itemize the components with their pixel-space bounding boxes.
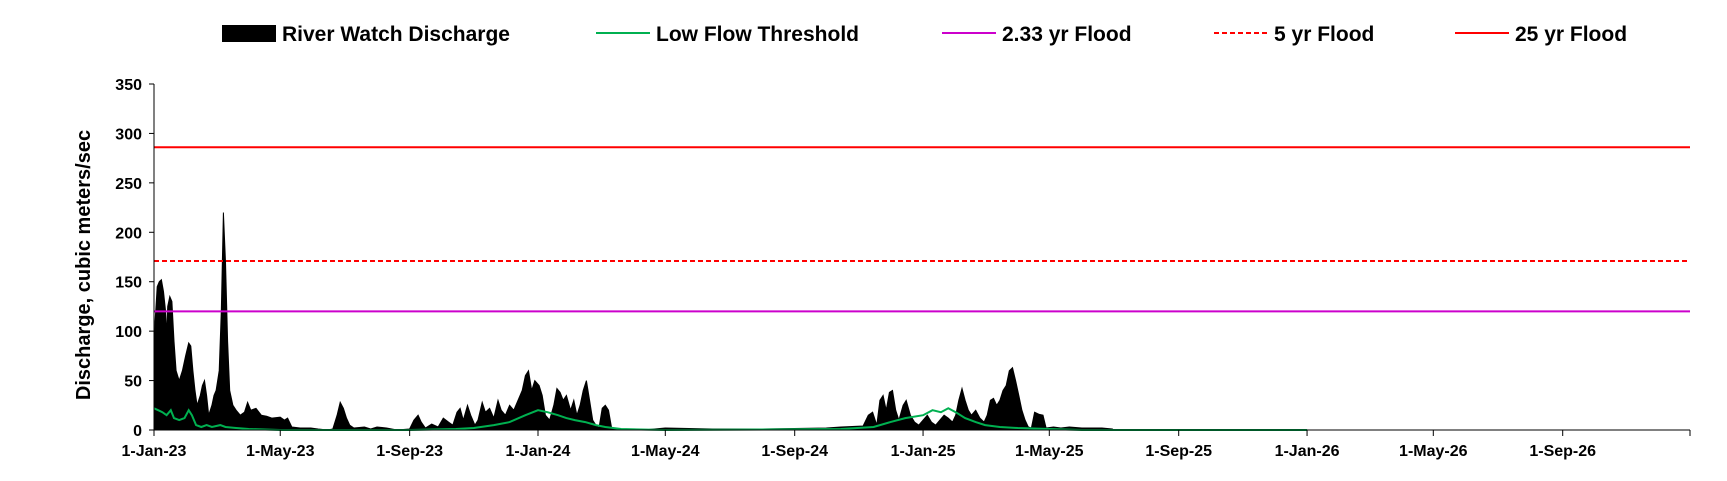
legend-label-low-flow: Low Flow Threshold — [656, 23, 859, 46]
legend-item-2-33-yr-flood: 2.33 yr Flood — [942, 23, 1132, 46]
x-tick-label: 1-Sep-26 — [1529, 443, 1596, 460]
y-axis-title: Discharge, cubic meters/sec — [73, 130, 95, 400]
y-tick-label: 150 — [115, 275, 142, 292]
y-tick-label: 300 — [115, 126, 142, 143]
y-tick-label: 100 — [115, 324, 142, 341]
x-tick-label: 1-May-23 — [246, 443, 315, 460]
legend-item-discharge: River Watch Discharge — [222, 23, 510, 46]
y-tick-label: 0 — [133, 423, 142, 440]
x-tick-label: 1-May-24 — [631, 443, 700, 460]
x-tick-label: 1-Sep-25 — [1145, 443, 1212, 460]
plot-area: 0 50 100 150 200 250 300 350 1-Jan-23 1-May-23 1-S… — [115, 77, 1691, 460]
y-tick-label: 50 — [124, 374, 142, 391]
legend-item-5-yr-flood: 5 yr Flood — [1214, 23, 1374, 46]
x-tick-label: 1-Jan-25 — [891, 443, 956, 460]
legend-label-2-33-yr-flood: 2.33 yr Flood — [1002, 23, 1132, 46]
legend-label-25-yr-flood: 25 yr Flood — [1515, 23, 1627, 46]
y-tick-label: 350 — [115, 77, 142, 94]
legend-label-5-yr-flood: 5 yr Flood — [1274, 23, 1374, 46]
x-tick-label: 1-Jan-24 — [506, 443, 571, 460]
legend-item-low-flow: Low Flow Threshold — [596, 23, 859, 46]
x-tick-label: 1-Jan-23 — [122, 443, 187, 460]
x-tick-label: 1-Jan-26 — [1275, 443, 1340, 460]
x-tick-label: 1-Sep-24 — [761, 443, 828, 460]
legend-item-25-yr-flood: 25 yr Flood — [1455, 23, 1627, 46]
y-tick-label: 250 — [115, 176, 142, 193]
x-tick-label: 1-May-25 — [1015, 443, 1084, 460]
x-tick-label: 1-Sep-23 — [376, 443, 443, 460]
legend: River Watch Discharge Low Flow Threshold… — [222, 23, 1627, 46]
legend-swatch-discharge — [222, 25, 276, 42]
legend-label-discharge: River Watch Discharge — [282, 23, 510, 46]
series-discharge-area — [153, 212, 1115, 431]
y-tick-label: 200 — [115, 225, 142, 242]
x-tick-label: 1-May-26 — [1399, 443, 1468, 460]
series-low-flow-line — [153, 407, 1308, 432]
